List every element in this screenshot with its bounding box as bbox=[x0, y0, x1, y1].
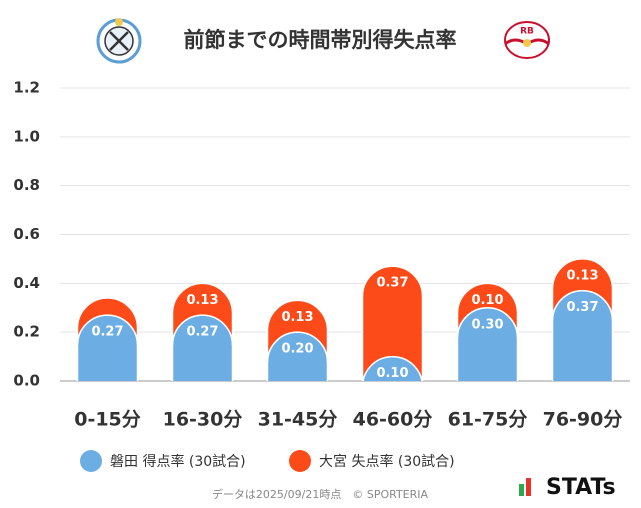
y-tick-label: 0.8 bbox=[13, 176, 40, 194]
logo-text: STATs bbox=[546, 475, 616, 500]
data-label: 0.27 bbox=[186, 325, 218, 340]
x-tick-label: 31-45分 bbox=[258, 409, 338, 431]
x-tick-label: 46-60分 bbox=[353, 409, 433, 431]
data-label: 0.27 bbox=[91, 325, 123, 340]
bar-segment bbox=[171, 282, 234, 346]
x-tick-label: 76-90分 bbox=[543, 409, 623, 431]
y-tick-label: 0.2 bbox=[13, 323, 40, 341]
data-label: 0.30 bbox=[471, 317, 503, 332]
data-label: 0.13 bbox=[566, 268, 598, 283]
y-tick-label: 0.4 bbox=[13, 274, 40, 292]
bar-segment bbox=[76, 297, 139, 346]
legend: 磐田 得点率 (30試合) 大宮 失点率 (30試合) bbox=[80, 450, 455, 472]
bar-segment bbox=[361, 265, 424, 381]
x-tick-label: 61-75分 bbox=[448, 409, 528, 431]
legend-label: 磐田 得点率 (30試合) bbox=[110, 453, 246, 470]
footnote: データは2025/09/21時点 © SPORTERIA bbox=[212, 487, 429, 501]
data-label: 0.10 bbox=[376, 366, 408, 381]
data-label: 0.13 bbox=[281, 310, 313, 325]
chart-title: 前節までの時間帯別得失点率 bbox=[184, 28, 457, 52]
bars bbox=[76, 258, 614, 381]
away-logo: RB bbox=[504, 21, 550, 59]
legend-label: 大宮 失点率 (30試合) bbox=[319, 453, 455, 470]
bar-segment bbox=[266, 299, 329, 363]
data-label: 0.37 bbox=[376, 276, 408, 291]
y-tick-label: 1.2 bbox=[13, 79, 40, 97]
data-label: 0.37 bbox=[566, 300, 598, 315]
y-tick-label: 0.6 bbox=[13, 225, 40, 243]
legend-marker bbox=[80, 450, 102, 472]
x-tick-label: 16-30分 bbox=[163, 409, 243, 431]
bar-segment bbox=[456, 282, 519, 338]
bar-segment bbox=[551, 258, 614, 321]
legend-marker bbox=[289, 450, 311, 472]
stats-logo: STATs bbox=[519, 475, 616, 500]
x-tick-label: 0-15分 bbox=[74, 409, 141, 431]
y-tick-label: 0.0 bbox=[13, 372, 40, 390]
data-label: 0.13 bbox=[186, 293, 218, 308]
data-label: 0.10 bbox=[471, 293, 503, 308]
svg-text:RB: RB bbox=[520, 27, 534, 37]
y-tick-label: 1.0 bbox=[13, 127, 40, 145]
home-logo bbox=[96, 18, 142, 64]
data-label: 0.20 bbox=[281, 342, 313, 357]
